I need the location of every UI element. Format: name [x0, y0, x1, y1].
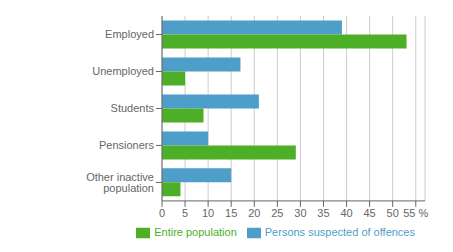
- svg-text:35: 35: [317, 207, 329, 219]
- svg-text:30: 30: [294, 207, 306, 219]
- svg-text:0: 0: [159, 207, 165, 219]
- svg-text:45: 45: [364, 207, 376, 219]
- svg-text:10: 10: [202, 207, 214, 219]
- svg-text:Pensioners: Pensioners: [99, 139, 155, 151]
- svg-text:Other inactivepopulation: Other inactivepopulation: [86, 171, 154, 194]
- svg-text:40: 40: [340, 207, 352, 219]
- svg-text:25: 25: [271, 207, 283, 219]
- svg-text:Employed: Employed: [105, 28, 154, 40]
- svg-text:20: 20: [248, 207, 260, 219]
- svg-text:50: 50: [387, 207, 399, 219]
- svg-text:55 %: 55 %: [403, 207, 428, 219]
- svg-text:Unemployed: Unemployed: [92, 65, 154, 77]
- html-text:Entire population: Entire population: [154, 225, 237, 238]
- svg-text:15: 15: [225, 207, 237, 219]
- svg-text:5: 5: [182, 207, 188, 219]
- html-text:Persons suspected of offences: Persons suspected of offences: [264, 225, 415, 238]
- svg-text:Students: Students: [111, 102, 155, 114]
